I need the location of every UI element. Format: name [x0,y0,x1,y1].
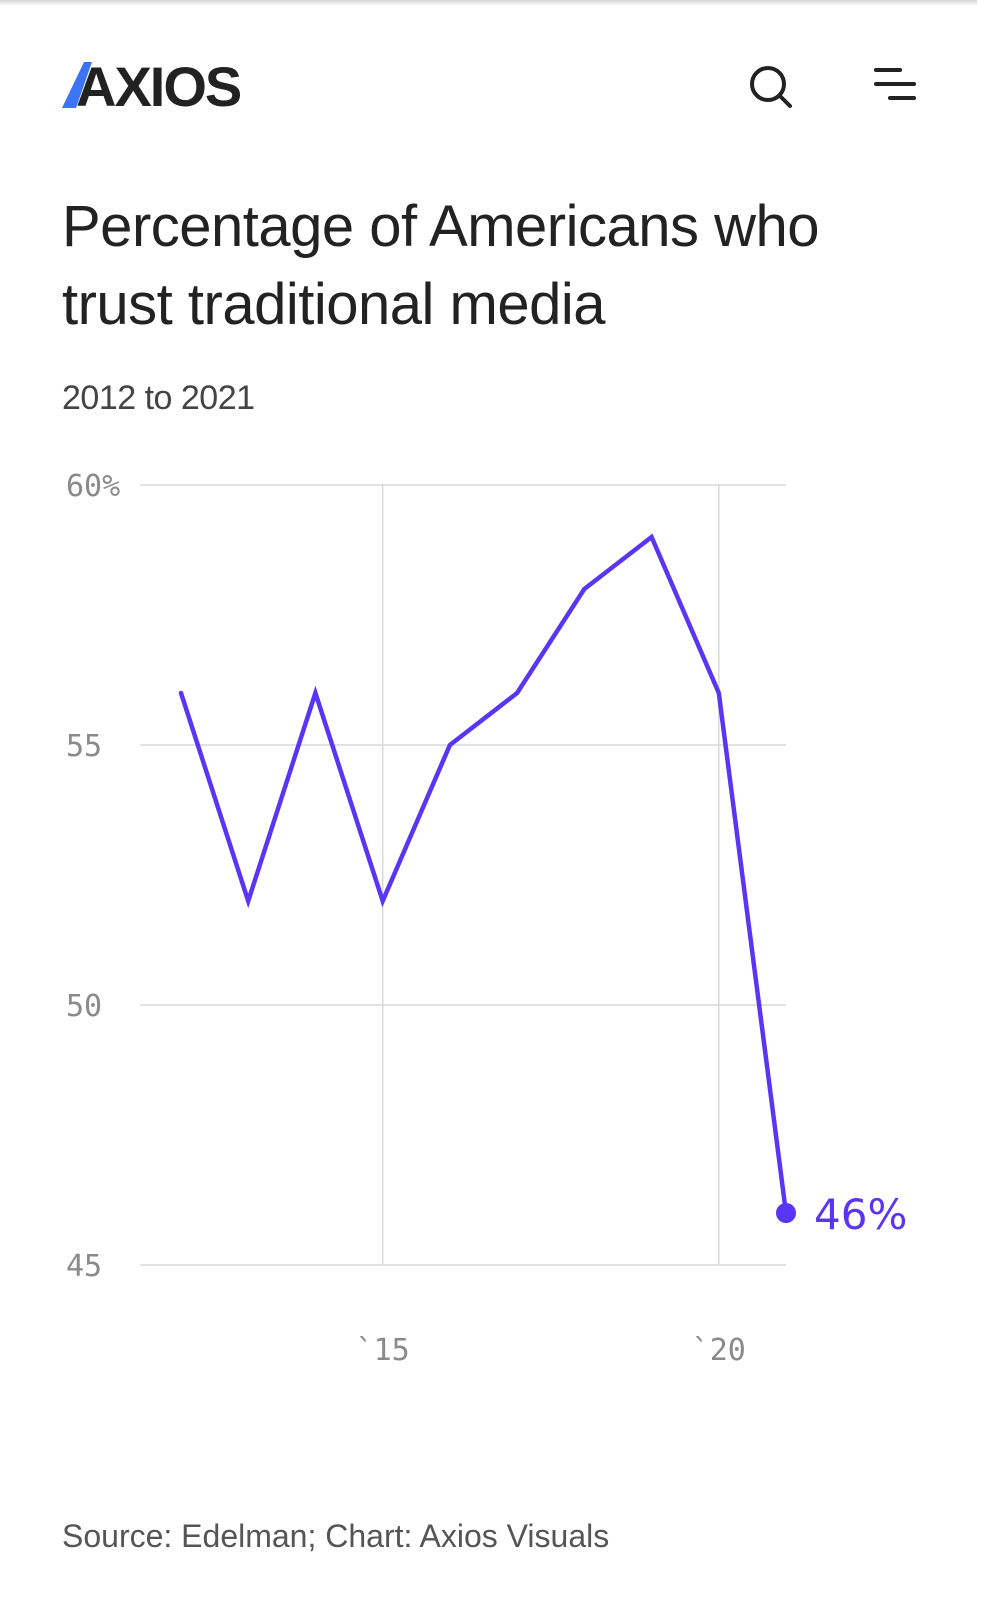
y-axis-labels: 60% 55 50 45 [66,469,120,1284]
svg-text:AXIOS: AXIOS [76,58,241,112]
chart-svg: 60% 55 50 45 `15 `20 46% [66,469,907,1368]
series-layer [178,533,789,1216]
axios-logo[interactable]: AXIOS [62,58,262,112]
data-points [776,1203,796,1223]
y-tick-label: 45 [66,1249,102,1284]
bottom-bar [0,1562,977,1600]
y-tick-label: 50 [66,989,102,1024]
search-button[interactable] [744,60,796,112]
source-credit: Source: Edelman; Chart: Axios Visuals [62,1518,610,1554]
x-tick-label: `15 [356,1333,410,1368]
x-axis-labels: `15 `20 [356,1333,746,1368]
x-tick-label: `20 [692,1333,746,1368]
grid-layer [140,484,786,1266]
search-icon [750,66,792,108]
axios-logo-mark: AXIOS [62,58,243,112]
data-point [776,1203,796,1223]
y-tick-label: 60% [66,469,120,504]
menu-button[interactable] [866,60,922,112]
line-chart: 60% 55 50 45 `15 `20 46% [0,440,977,1400]
chart-title: Percentage of Americans who trust tradit… [62,194,820,337]
menu-icon [874,68,916,100]
y-tick-label: 55 [66,729,102,764]
chart-subtitle: 2012 to 2021 [62,379,255,417]
series-line [178,533,789,1216]
site-header: AXIOS [0,0,977,150]
top-edge-shadow [0,0,977,6]
end-value-label: 46% [814,1190,907,1239]
end-label-layer: 46% [814,1190,907,1239]
